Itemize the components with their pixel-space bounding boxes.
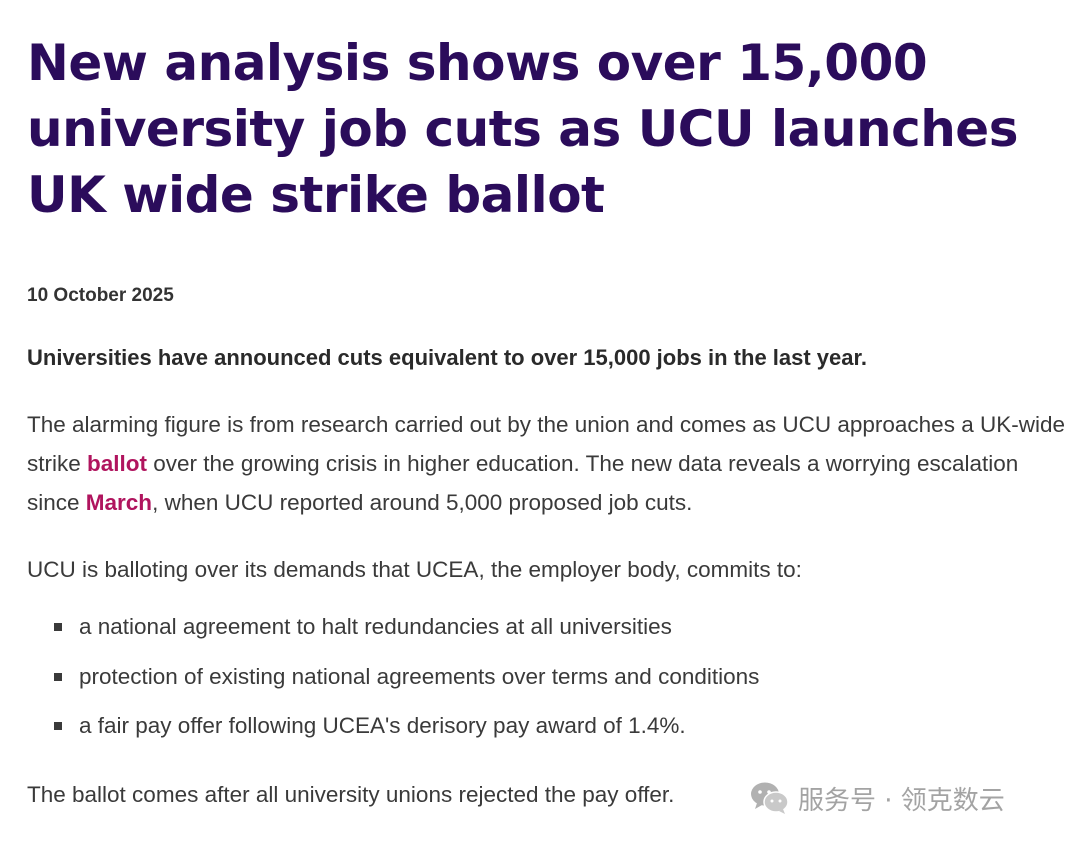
paragraph-text: over the growing crisis in higher educat…: [27, 451, 1019, 515]
watermark: 服务号 · 领克数云: [750, 778, 1005, 818]
watermark-text: 服务号 · 领克数云: [798, 785, 1005, 816]
list-item: a national agreement to halt redundancie…: [54, 605, 759, 655]
paragraph-text: , when UCU reported around 5,000 propose…: [152, 490, 693, 515]
wechat-icon: [750, 781, 790, 815]
article-paragraph-3: The ballot comes after all university un…: [27, 782, 675, 807]
article-headline: New analysis shows over 15,000 universit…: [27, 34, 1018, 224]
article-date: 10 October 2025: [27, 285, 174, 306]
ballot-link[interactable]: ballot: [87, 451, 148, 476]
square-bullet-icon: [54, 623, 62, 631]
article-lead: Universities have announced cuts equival…: [27, 345, 867, 370]
list-item-text: protection of existing national agreemen…: [79, 663, 760, 689]
square-bullet-icon: [54, 672, 62, 681]
list-item-text: a fair pay offer following UCEA's deriso…: [79, 713, 686, 738]
list-item-text: a national agreement to halt redundancie…: [79, 614, 672, 639]
square-bullet-icon: [54, 722, 62, 730]
article-paragraph-2: UCU is balloting over its demands that U…: [27, 557, 802, 582]
demands-list: a national agreement to halt redundancie…: [54, 605, 759, 754]
list-item: protection of existing national agreemen…: [54, 655, 759, 705]
paragraph-text: The alarming figure is from research car…: [27, 412, 1065, 476]
list-item: a fair pay offer following UCEA's deriso…: [54, 704, 759, 754]
article-paragraph-1: The alarming figure is from research car…: [27, 405, 1067, 522]
march-link[interactable]: March: [85, 490, 153, 515]
